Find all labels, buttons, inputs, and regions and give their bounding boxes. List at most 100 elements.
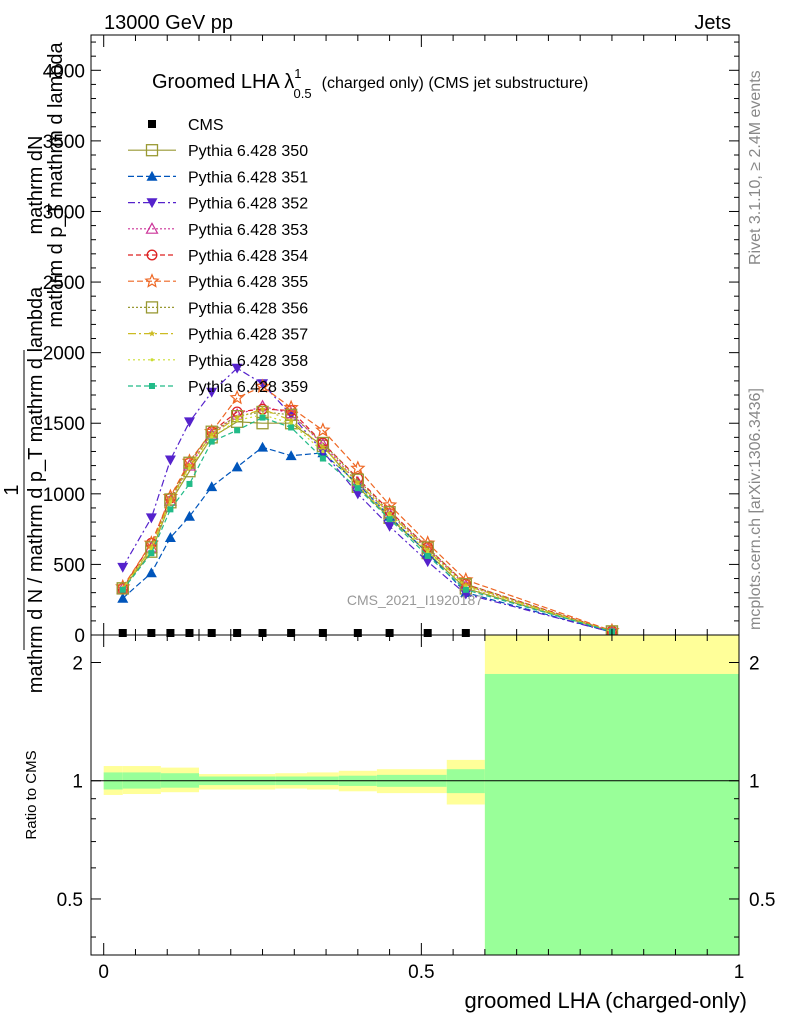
- data-point-pythia-6-428-352: [183, 417, 195, 428]
- data-point-pythia-6-428-358: [210, 435, 214, 439]
- data-point-pythia-6-428-355: [315, 422, 331, 437]
- data-point-pythia-6-428-359: [186, 480, 193, 487]
- legend-swatch-marker: [144, 273, 160, 288]
- y-tick-label: 3500: [43, 132, 85, 153]
- plot-title-subscript: 0.5: [294, 86, 312, 101]
- data-point-pythia-6-428-351: [183, 510, 195, 521]
- legend-item-pythia-6-428-354: Pythia 6.428 354: [128, 248, 308, 265]
- legend-label: Pythia 6.428 356: [188, 300, 308, 317]
- cms-data-point: [233, 629, 242, 637]
- data-point-pythia-6-428-355: [283, 399, 299, 415]
- data-point-pythia-6-428-354: [117, 582, 129, 594]
- legend-label: Pythia 6.428 359: [188, 379, 308, 396]
- y-label-numerator-den: mathrm d p_T mathrm d lambda: [45, 41, 67, 327]
- cms-data-point: [166, 629, 175, 637]
- data-point-pythia-6-428-355: [350, 460, 366, 475]
- data-point-pythia-6-428-359: [119, 586, 126, 593]
- series-line-pythia-6-428-355: [122, 385, 613, 632]
- x-axis: 0 0.5 1: [98, 35, 744, 983]
- data-point-pythia-6-428-352: [352, 489, 364, 500]
- ratio-bands: [103, 635, 739, 955]
- analysis-watermark: CMS_2021_I1920187: [347, 592, 483, 608]
- ratio-frame: [90, 634, 740, 956]
- data-point-pythia-6-428-352: [117, 562, 129, 573]
- data-point-pythia-6-428-359: [148, 550, 155, 557]
- data-point-pythia-6-428-355: [381, 497, 398, 512]
- data-point-pythia-6-428-351: [231, 461, 243, 472]
- data-point-pythia-6-428-357: [259, 405, 266, 412]
- data-point-pythia-6-428-356: [164, 493, 177, 506]
- legend-item-pythia-6-428-358: Pythia 6.428 358: [128, 353, 308, 370]
- data-point-pythia-6-428-357: [208, 431, 216, 438]
- legend-label: Pythia 6.428 354: [188, 248, 308, 265]
- y-label-denominator: mathrm d N / mathrm d p_T mathrm d lambd…: [25, 286, 47, 693]
- ratio-tick-label-right: 0.5: [749, 890, 775, 911]
- x-tick-label: 0: [98, 962, 109, 983]
- data-point-pythia-6-428-357: [287, 416, 295, 424]
- legend-item-pythia-6-428-357: Pythia 6.428 357: [128, 327, 308, 344]
- legend-item-pythia-6-428-356: Pythia 6.428 356: [128, 300, 308, 317]
- data-point-pythia-6-428-359: [167, 506, 174, 513]
- legend-swatch-marker: [145, 144, 159, 157]
- legend-swatch-marker: [146, 198, 158, 209]
- main-y-axis: 0 500 1000 1500 2000 2500 3000 3500 4000: [43, 41, 739, 647]
- x-axis-label: groomed LHA (charged-only): [465, 988, 747, 1013]
- data-point-pythia-6-428-351: [117, 592, 129, 603]
- legend-item-pythia-6-428-353: Pythia 6.428 353: [128, 222, 308, 239]
- legend-label: Pythia 6.428 358: [188, 353, 308, 370]
- y-tick-label: 1500: [43, 414, 85, 435]
- data-point-pythia-6-428-356: [605, 625, 619, 635]
- main-series-layer: [115, 363, 620, 635]
- y-tick-label: 500: [53, 555, 85, 576]
- data-point-pythia-6-428-352: [257, 379, 269, 390]
- data-point-pythia-6-428-356: [116, 582, 129, 595]
- data-point-pythia-6-428-358: [289, 421, 293, 425]
- plot-title-rest: (charged only) (CMS jet substructure): [322, 75, 589, 92]
- data-point-pythia-6-428-351: [285, 450, 297, 461]
- legend: CMS Pythia 6.428 350 Pythia 6.428 351 Pythi…: [128, 117, 308, 396]
- data-point-pythia-6-428-359: [354, 485, 361, 492]
- legend-swatch-marker: [148, 330, 156, 337]
- data-point-pythia-6-428-358: [149, 547, 153, 551]
- data-point-pythia-6-428-352: [164, 455, 176, 466]
- ratio-tick-label-left: 2: [72, 654, 83, 675]
- legend-item-cms: CMS: [148, 117, 224, 134]
- data-point-pythia-6-428-357: [319, 443, 327, 451]
- data-point-pythia-6-428-359: [319, 455, 326, 462]
- ratio-band-green: [484, 673, 739, 955]
- legend-label: Pythia 6.428 357: [188, 327, 308, 344]
- y-tick-label: 0: [74, 626, 85, 647]
- legend-label: Pythia 6.428 352: [188, 196, 308, 213]
- series-line-pythia-6-428-351: [122, 446, 613, 633]
- mcplots-label: mcplots.cern.ch [arXiv:1306.3436]: [747, 388, 764, 630]
- data-point-pythia-6-428-352: [145, 513, 157, 524]
- y-label-numerator: mathrm dN: [25, 136, 47, 235]
- y-tick-label: 4000: [43, 61, 85, 82]
- energy-label: 13000 GeV pp: [104, 12, 233, 34]
- data-point-pythia-6-428-351: [164, 532, 176, 542]
- data-point-pythia-6-428-359: [288, 424, 295, 431]
- cms-data-point: [185, 629, 194, 637]
- data-point-pythia-6-428-359: [259, 414, 266, 421]
- cms-data-point: [118, 629, 127, 637]
- data-point-pythia-6-428-351: [257, 441, 269, 452]
- ratio-y-axis-label: Ratio to CMS: [23, 750, 40, 839]
- y-tick-label: 2500: [43, 273, 85, 294]
- data-point-pythia-6-428-358: [187, 466, 192, 471]
- x-tick-label: 0.5: [408, 962, 434, 983]
- x-tick-label: 1: [734, 962, 745, 983]
- data-point-pythia-6-428-359: [462, 586, 469, 593]
- ratio-tick-label-right: 2: [749, 654, 760, 675]
- cms-data-point: [147, 629, 156, 637]
- data-point-pythia-6-428-357: [424, 546, 432, 554]
- ratio-tick-label-left: 0.5: [57, 890, 83, 911]
- legend-item-pythia-6-428-355: Pythia 6.428 355: [128, 273, 308, 291]
- legend-item-pythia-6-428-352: Pythia 6.428 352: [128, 196, 308, 213]
- legend-label: Pythia 6.428 353: [188, 222, 308, 239]
- process-label: Jets: [694, 12, 731, 34]
- data-point-pythia-6-428-359: [386, 516, 393, 523]
- legend-swatch-marker: [149, 383, 155, 389]
- data-point-pythia-6-428-357: [233, 414, 241, 421]
- legend-swatch-marker: [148, 120, 156, 128]
